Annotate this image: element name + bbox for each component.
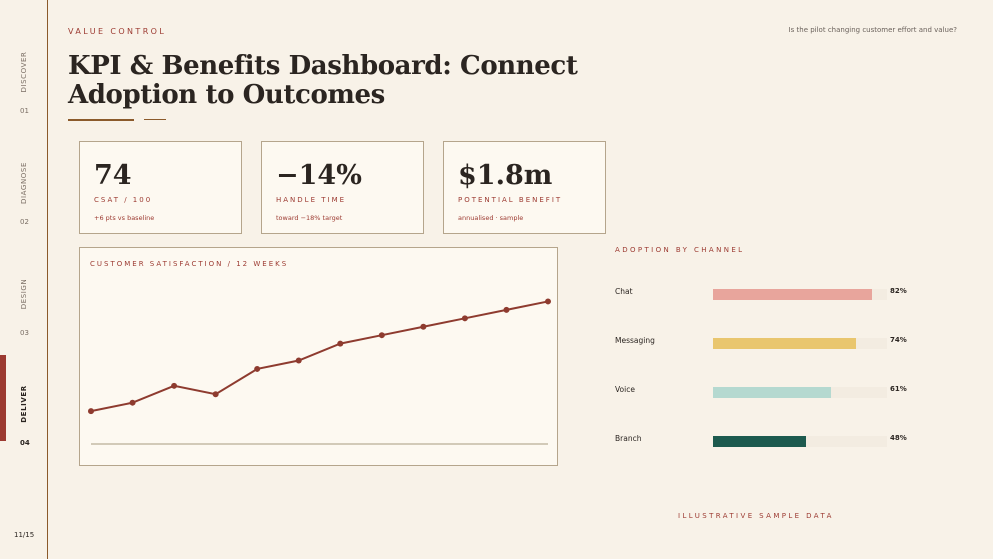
channel-percent: 82% [890, 287, 907, 295]
channel-bar-track [713, 289, 887, 300]
rail-section-deliver-num: 04 [20, 439, 30, 447]
data-point-week-5[interactable] [254, 365, 261, 372]
csat-chart-card: CUSTOMER SATISFACTION / 12 WEEKS [79, 247, 558, 466]
channel-bar-fill [713, 387, 831, 398]
rail-section-diagnose[interactable]: DIAGNOSE [20, 162, 28, 204]
kpi-subtext: +6 pts vs baseline [94, 214, 155, 222]
kpi-card-handle-time: −14% HANDLE TIME toward −18% target [261, 141, 424, 234]
channel-bar-fill [713, 289, 872, 300]
channel-row-messaging: Messaging 74% [615, 336, 915, 350]
csat-line-chart [88, 298, 551, 445]
channel-bar-track [713, 387, 887, 398]
kpi-label: CSAT / 100 [94, 196, 153, 204]
data-point-week-1[interactable] [88, 408, 94, 415]
title-rule-secondary [144, 119, 166, 120]
kpi-label: HANDLE TIME [276, 196, 347, 204]
channel-name: Branch [615, 434, 642, 443]
rail-section-discover-num: 01 [20, 107, 29, 115]
data-point-week-12[interactable] [545, 298, 551, 305]
channel-percent: 74% [890, 336, 907, 344]
rail-section-deliver[interactable]: DELIVER [20, 385, 28, 423]
rail-section-discover[interactable]: DISCOVER [20, 51, 28, 93]
data-point-week-6[interactable] [295, 357, 302, 364]
page-title: KPI & Benefits Dashboard: Connect Adopti… [68, 51, 578, 110]
kpi-subtext: annualised · sample [458, 214, 524, 222]
channel-row-voice: Voice 61% [615, 385, 915, 399]
section-eyebrow: VALUE CONTROL [68, 27, 167, 36]
channel-name: Messaging [615, 336, 655, 345]
channel-bar-track [713, 338, 887, 349]
rail-section-design[interactable]: DESIGN [20, 278, 28, 310]
title-rule-primary [68, 119, 134, 121]
channel-bar-fill [713, 338, 857, 349]
data-point-week-8[interactable] [378, 332, 385, 339]
channel-row-branch: Branch 48% [615, 434, 915, 448]
channel-row-chat: Chat 82% [615, 287, 915, 301]
kpi-value: 74 [94, 160, 132, 191]
sample-data-note: ILLUSTRATIVE SAMPLE DATA [678, 512, 834, 520]
series-line-0 [90, 300, 549, 413]
data-point-week-2[interactable] [129, 399, 136, 406]
chart-title: CUSTOMER SATISFACTION / 12 WEEKS [90, 260, 289, 268]
channel-bar-fill [713, 436, 806, 447]
rail-section-design-num: 03 [20, 329, 29, 337]
data-point-week-3[interactable] [171, 382, 178, 389]
active-section-indicator [0, 355, 6, 441]
data-point-week-9[interactable] [420, 323, 427, 330]
data-point-week-7[interactable] [337, 340, 344, 347]
channel-percent: 61% [890, 385, 907, 393]
channel-name: Voice [615, 385, 635, 394]
kpi-value: −14% [276, 160, 362, 191]
channel-name: Chat [615, 287, 633, 296]
adoption-title: ADOPTION BY CHANNEL [615, 246, 745, 254]
kpi-subtext: toward −18% target [276, 214, 343, 222]
channel-percent: 48% [890, 434, 907, 442]
section-rail: DISCOVER 01 DIAGNOSE 02 DESIGN 03 DELIVE… [0, 0, 48, 559]
guiding-question: Is the pilot changing customer effort an… [788, 26, 957, 34]
kpi-card-potential-benefit: $1.8m POTENTIAL BENEFIT annualised · sam… [443, 141, 606, 234]
kpi-card-csat: 74 CSAT / 100 +6 pts vs baseline [79, 141, 242, 234]
page-number: 11/15 [14, 531, 35, 539]
rail-section-diagnose-num: 02 [20, 218, 29, 226]
data-point-week-10[interactable] [461, 315, 468, 322]
kpi-value: $1.8m [458, 160, 553, 191]
data-point-week-4[interactable] [212, 391, 219, 398]
channel-bar-track [713, 436, 887, 447]
data-point-week-11[interactable] [503, 306, 510, 313]
kpi-label: POTENTIAL BENEFIT [458, 196, 563, 204]
